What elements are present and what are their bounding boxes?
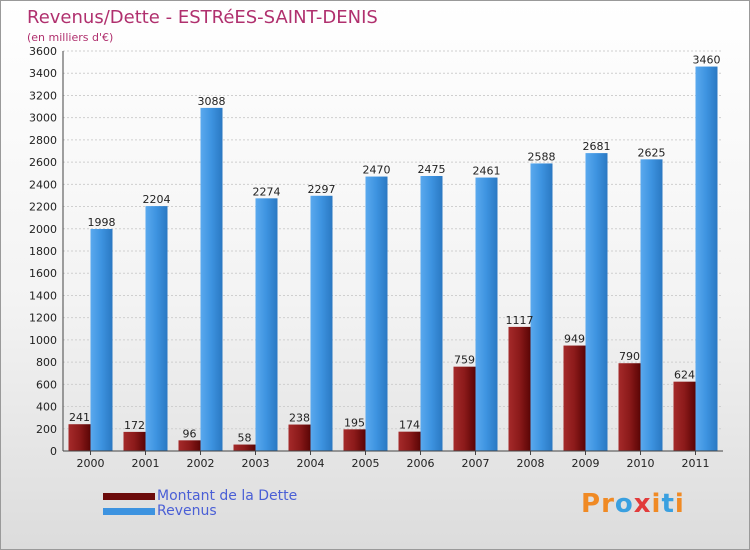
data-label-dette: 759 <box>454 354 475 367</box>
y-tick-label: 1400 <box>29 289 57 302</box>
data-label-dette: 624 <box>674 369 695 382</box>
chart-subtitle: (en milliers d'€) <box>27 31 114 44</box>
bar-dette <box>508 326 531 451</box>
y-tick-label: 2200 <box>29 201 57 214</box>
bar-dette <box>178 440 201 451</box>
x-tick-label: 2003 <box>242 457 270 470</box>
legend-swatch-revenus <box>103 508 155 515</box>
logo-letter: t <box>661 489 675 519</box>
bar-dette <box>123 431 146 451</box>
bar-revenus <box>475 177 498 452</box>
bar-revenus <box>310 195 333 451</box>
data-label-dette: 790 <box>619 350 640 363</box>
proxiti-logo: Proxiti <box>581 489 685 519</box>
data-label-revenus: 2461 <box>473 165 501 178</box>
bar-revenus <box>420 176 443 451</box>
data-label-dette: 58 <box>238 432 252 445</box>
y-tick-label: 600 <box>36 378 57 391</box>
x-tick-label: 2007 <box>462 457 490 470</box>
x-tick-label: 2001 <box>132 457 160 470</box>
bar-revenus <box>90 229 113 451</box>
bar-revenus <box>200 107 223 451</box>
x-tick-label: 2011 <box>682 457 710 470</box>
data-label-dette: 949 <box>564 333 585 346</box>
x-tick-label: 2004 <box>297 457 325 470</box>
x-tick-label: 2000 <box>77 457 105 470</box>
data-label-dette: 238 <box>289 412 310 425</box>
y-tick-label: 400 <box>36 401 57 414</box>
data-label-revenus: 2681 <box>583 140 611 153</box>
y-tick-label: 3000 <box>29 112 57 125</box>
data-label-revenus: 3460 <box>693 54 721 67</box>
y-tick-label: 1000 <box>29 334 57 347</box>
bar-dette <box>233 444 256 451</box>
y-tick-label: 1800 <box>29 245 57 258</box>
y-tick-label: 2400 <box>29 178 57 191</box>
data-label-dette: 174 <box>399 419 420 432</box>
data-label-dette: 1117 <box>506 314 534 327</box>
y-tick-label: 1600 <box>29 267 57 280</box>
bar-revenus <box>145 206 168 451</box>
data-label-revenus: 2297 <box>308 183 336 196</box>
data-label-dette: 172 <box>124 419 145 432</box>
bar-dette <box>343 429 366 451</box>
bar-dette <box>673 381 696 451</box>
bar-dette <box>288 424 311 451</box>
y-tick-label: 3600 <box>29 45 57 58</box>
bar-dette <box>563 345 586 451</box>
y-tick-label: 2000 <box>29 223 57 236</box>
data-label-revenus: 2588 <box>528 150 556 163</box>
legend-label-dette: Montant de la Dette <box>157 488 298 504</box>
x-tick-label: 2005 <box>352 457 380 470</box>
x-tick-label: 2002 <box>187 457 215 470</box>
x-tick-label: 2006 <box>407 457 435 470</box>
y-tick-label: 3400 <box>29 67 57 80</box>
x-tick-label: 2010 <box>627 457 655 470</box>
x-tick-label: 2008 <box>517 457 545 470</box>
y-tick-label: 800 <box>36 356 57 369</box>
x-tick-label: 2009 <box>572 457 600 470</box>
chart-title: Revenus/Dette - ESTRéES-SAINT-DENIS <box>27 7 378 28</box>
y-tick-label: 1200 <box>29 312 57 325</box>
bar-dette <box>398 431 421 451</box>
data-label-revenus: 1998 <box>88 216 116 229</box>
logo-letter: x <box>633 489 652 519</box>
data-label-revenus: 2204 <box>143 193 171 206</box>
data-label-dette: 195 <box>344 416 365 429</box>
bar-revenus <box>365 176 388 452</box>
bar-revenus <box>585 153 608 451</box>
data-label-revenus: 2475 <box>418 163 446 176</box>
legend-swatch-dette <box>103 493 155 500</box>
bar-dette <box>618 363 641 451</box>
data-label-dette: 241 <box>69 411 90 424</box>
bar-revenus <box>695 66 718 452</box>
bar-revenus <box>640 159 663 452</box>
data-label-revenus: 3088 <box>198 95 226 108</box>
y-tick-label: 3200 <box>29 89 57 102</box>
data-label-dette: 96 <box>183 427 197 440</box>
logo-letter: P <box>581 489 602 519</box>
y-tick-label: 2600 <box>29 156 57 169</box>
bar-revenus <box>255 198 278 451</box>
bar-dette <box>68 424 91 451</box>
y-tick-label: 0 <box>50 445 57 458</box>
logo-letter: r <box>601 489 615 519</box>
y-tick-label: 2800 <box>29 134 57 147</box>
y-tick-label: 200 <box>36 423 57 436</box>
logo-letter: o <box>614 489 634 519</box>
bar-revenus <box>530 163 553 451</box>
data-label-revenus: 2274 <box>253 185 281 198</box>
data-label-revenus: 2470 <box>363 164 391 177</box>
data-label-revenus: 2625 <box>638 146 666 159</box>
legend-label-revenus: Revenus <box>157 503 217 519</box>
bar-dette <box>453 366 476 451</box>
logo-letter: i <box>651 489 662 519</box>
logo-letter: i <box>674 489 685 519</box>
